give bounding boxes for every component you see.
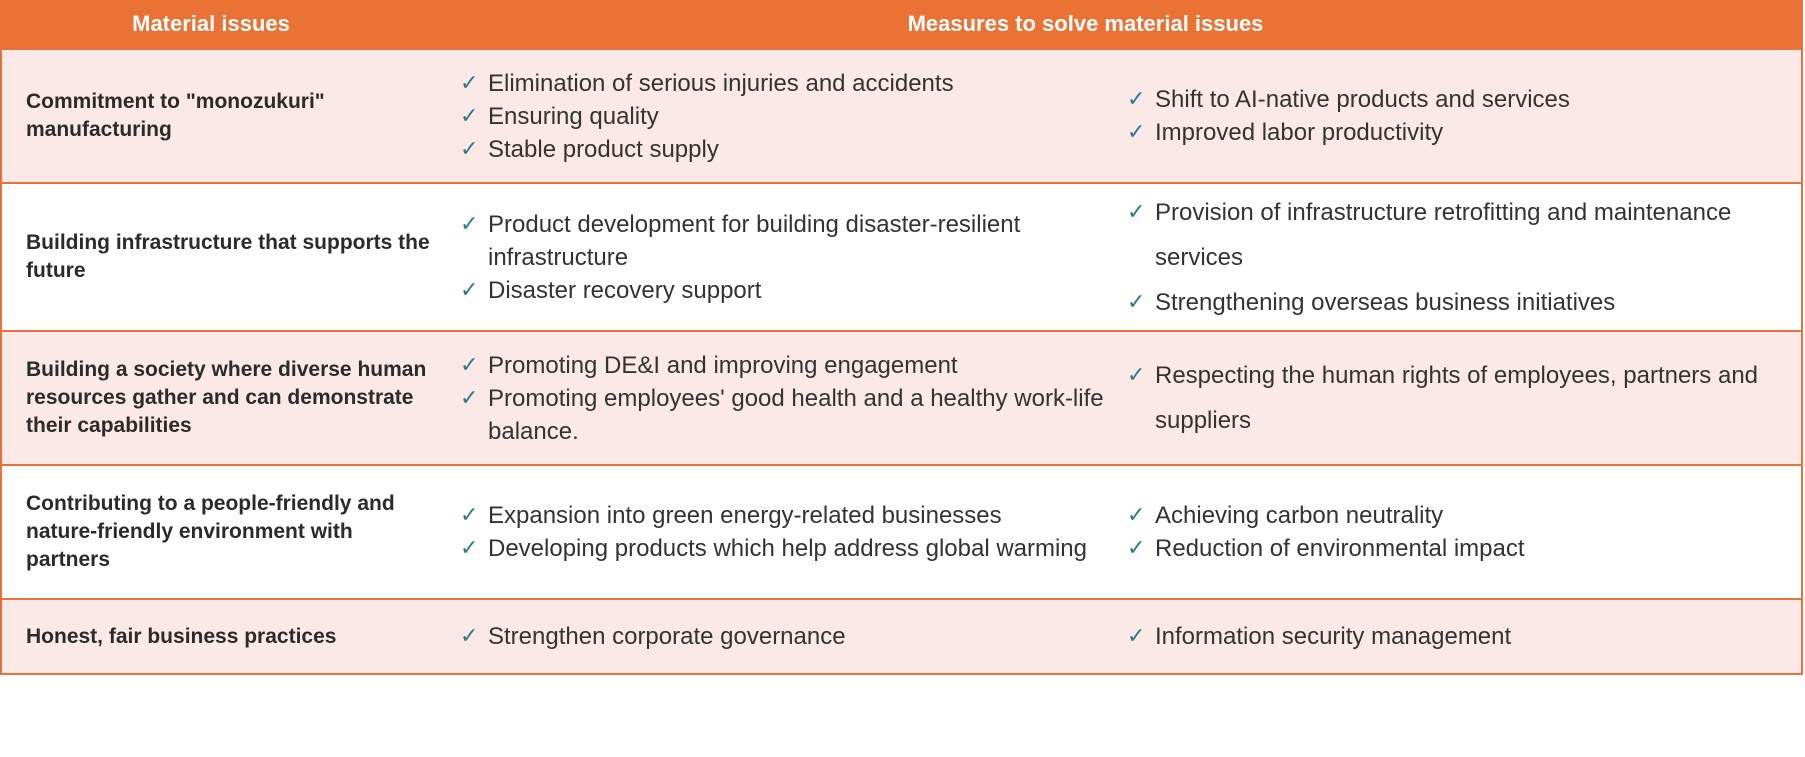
list-item: ✓ Elimination of serious injuries and acc…	[460, 67, 1107, 100]
list-item: ✓ Expansion into green energy-related bus…	[460, 499, 1107, 532]
list-item: ✓ Promoting employees' good health and a …	[460, 382, 1107, 448]
list-item: ✓ Strengthen corporate governance	[460, 620, 1107, 653]
checkmark-icon: ✓	[460, 70, 479, 96]
checkmark-icon: ✓	[460, 503, 479, 528]
checkmark-icon: ✓	[1127, 536, 1146, 561]
list-item: ✓ Achieving carbon neutrality	[1127, 499, 1801, 532]
measures-cell: ✓ Respecting the human rights of employee…	[1107, 353, 1801, 443]
issue-cell: Honest, fair business practices	[26, 624, 337, 648]
measures-cell: ✓ Shift to AI-native products and service…	[1107, 83, 1801, 149]
checkmark-icon: ✓	[460, 624, 479, 649]
table-row: Honest, fair business practices ✓ Strengt…	[2, 598, 1801, 673]
measures-cell: ✓ Achieving carbon neutrality ✓ Reduction …	[1107, 499, 1801, 565]
list-item: ✓ Product development for building disast…	[460, 208, 1107, 274]
measures-cell: ✓ Elimination of serious injuries and acc…	[442, 67, 1107, 166]
checkmark-icon: ✓	[460, 385, 479, 411]
list-item: ✓ Provision of infrastructure retrofittin…	[1127, 190, 1801, 280]
list-item: ✓ Developing products which help address …	[460, 532, 1107, 565]
table-row: Building infrastructure that supports th…	[2, 182, 1801, 330]
measures-cell: ✓ Information security management	[1107, 620, 1801, 653]
checkmark-icon: ✓	[1127, 120, 1146, 145]
measures-cell: ✓ Expansion into green energy-related bus…	[442, 499, 1107, 565]
checkmark-icon: ✓	[460, 103, 479, 129]
list-item: ✓ Disaster recovery support	[460, 274, 1107, 307]
list-item: ✓ Improved labor productivity	[1127, 116, 1801, 149]
checkmark-icon: ✓	[1127, 624, 1146, 649]
checkmark-icon: ✓	[460, 211, 479, 237]
header-measures: Measures to solve material issues	[907, 11, 1264, 36]
checkmark-icon: ✓	[1127, 199, 1146, 225]
issue-cell: Building a society where diverse human r…	[26, 358, 427, 437]
checkmark-icon: ✓	[1127, 289, 1146, 315]
measures-cell: ✓ Promoting DE&I and improving engagement…	[442, 349, 1107, 448]
list-item: ✓ Respecting the human rights of employee…	[1127, 353, 1801, 443]
material-issues-table: Material issues Measures to solve materi…	[0, 0, 1803, 675]
table-row: Contributing to a people-friendly and na…	[2, 464, 1801, 598]
measures-cell: ✓ Strengthen corporate governance	[442, 620, 1107, 653]
measures-cell: ✓ Provision of infrastructure retrofittin…	[1107, 190, 1801, 325]
checkmark-icon: ✓	[460, 277, 479, 303]
list-item: ✓ Shift to AI-native products and service…	[1127, 83, 1801, 116]
issue-cell: Commitment to "monozukuri" manufacturing	[26, 90, 325, 141]
checkmark-icon: ✓	[1127, 363, 1146, 388]
checkmark-icon: ✓	[1127, 503, 1146, 528]
list-item: ✓ Stable product supply	[460, 133, 1107, 166]
table-row: Commitment to "monozukuri" manufacturing…	[2, 48, 1801, 182]
checkmark-icon: ✓	[460, 136, 479, 162]
checkmark-icon: ✓	[1127, 87, 1146, 112]
issue-cell: Building infrastructure that supports th…	[26, 231, 430, 282]
list-item: ✓ Information security management	[1127, 620, 1801, 653]
checkmark-icon: ✓	[460, 352, 479, 378]
checkmark-icon: ✓	[460, 536, 479, 561]
list-item: ✓ Ensuring quality	[460, 100, 1107, 133]
header-material-issues: Material issues	[132, 11, 290, 36]
list-item: ✓ Reduction of environmental impact	[1127, 532, 1801, 565]
list-item: ✓ Strengthening overseas business initiat…	[1127, 280, 1801, 325]
table-header: Material issues Measures to solve materi…	[2, 0, 1801, 48]
table-row: Building a society where diverse human r…	[2, 330, 1801, 464]
issue-cell: Contributing to a people-friendly and na…	[26, 492, 395, 571]
measures-cell: ✓ Product development for building disast…	[442, 208, 1107, 307]
list-item: ✓ Promoting DE&I and improving engagement	[460, 349, 1107, 382]
